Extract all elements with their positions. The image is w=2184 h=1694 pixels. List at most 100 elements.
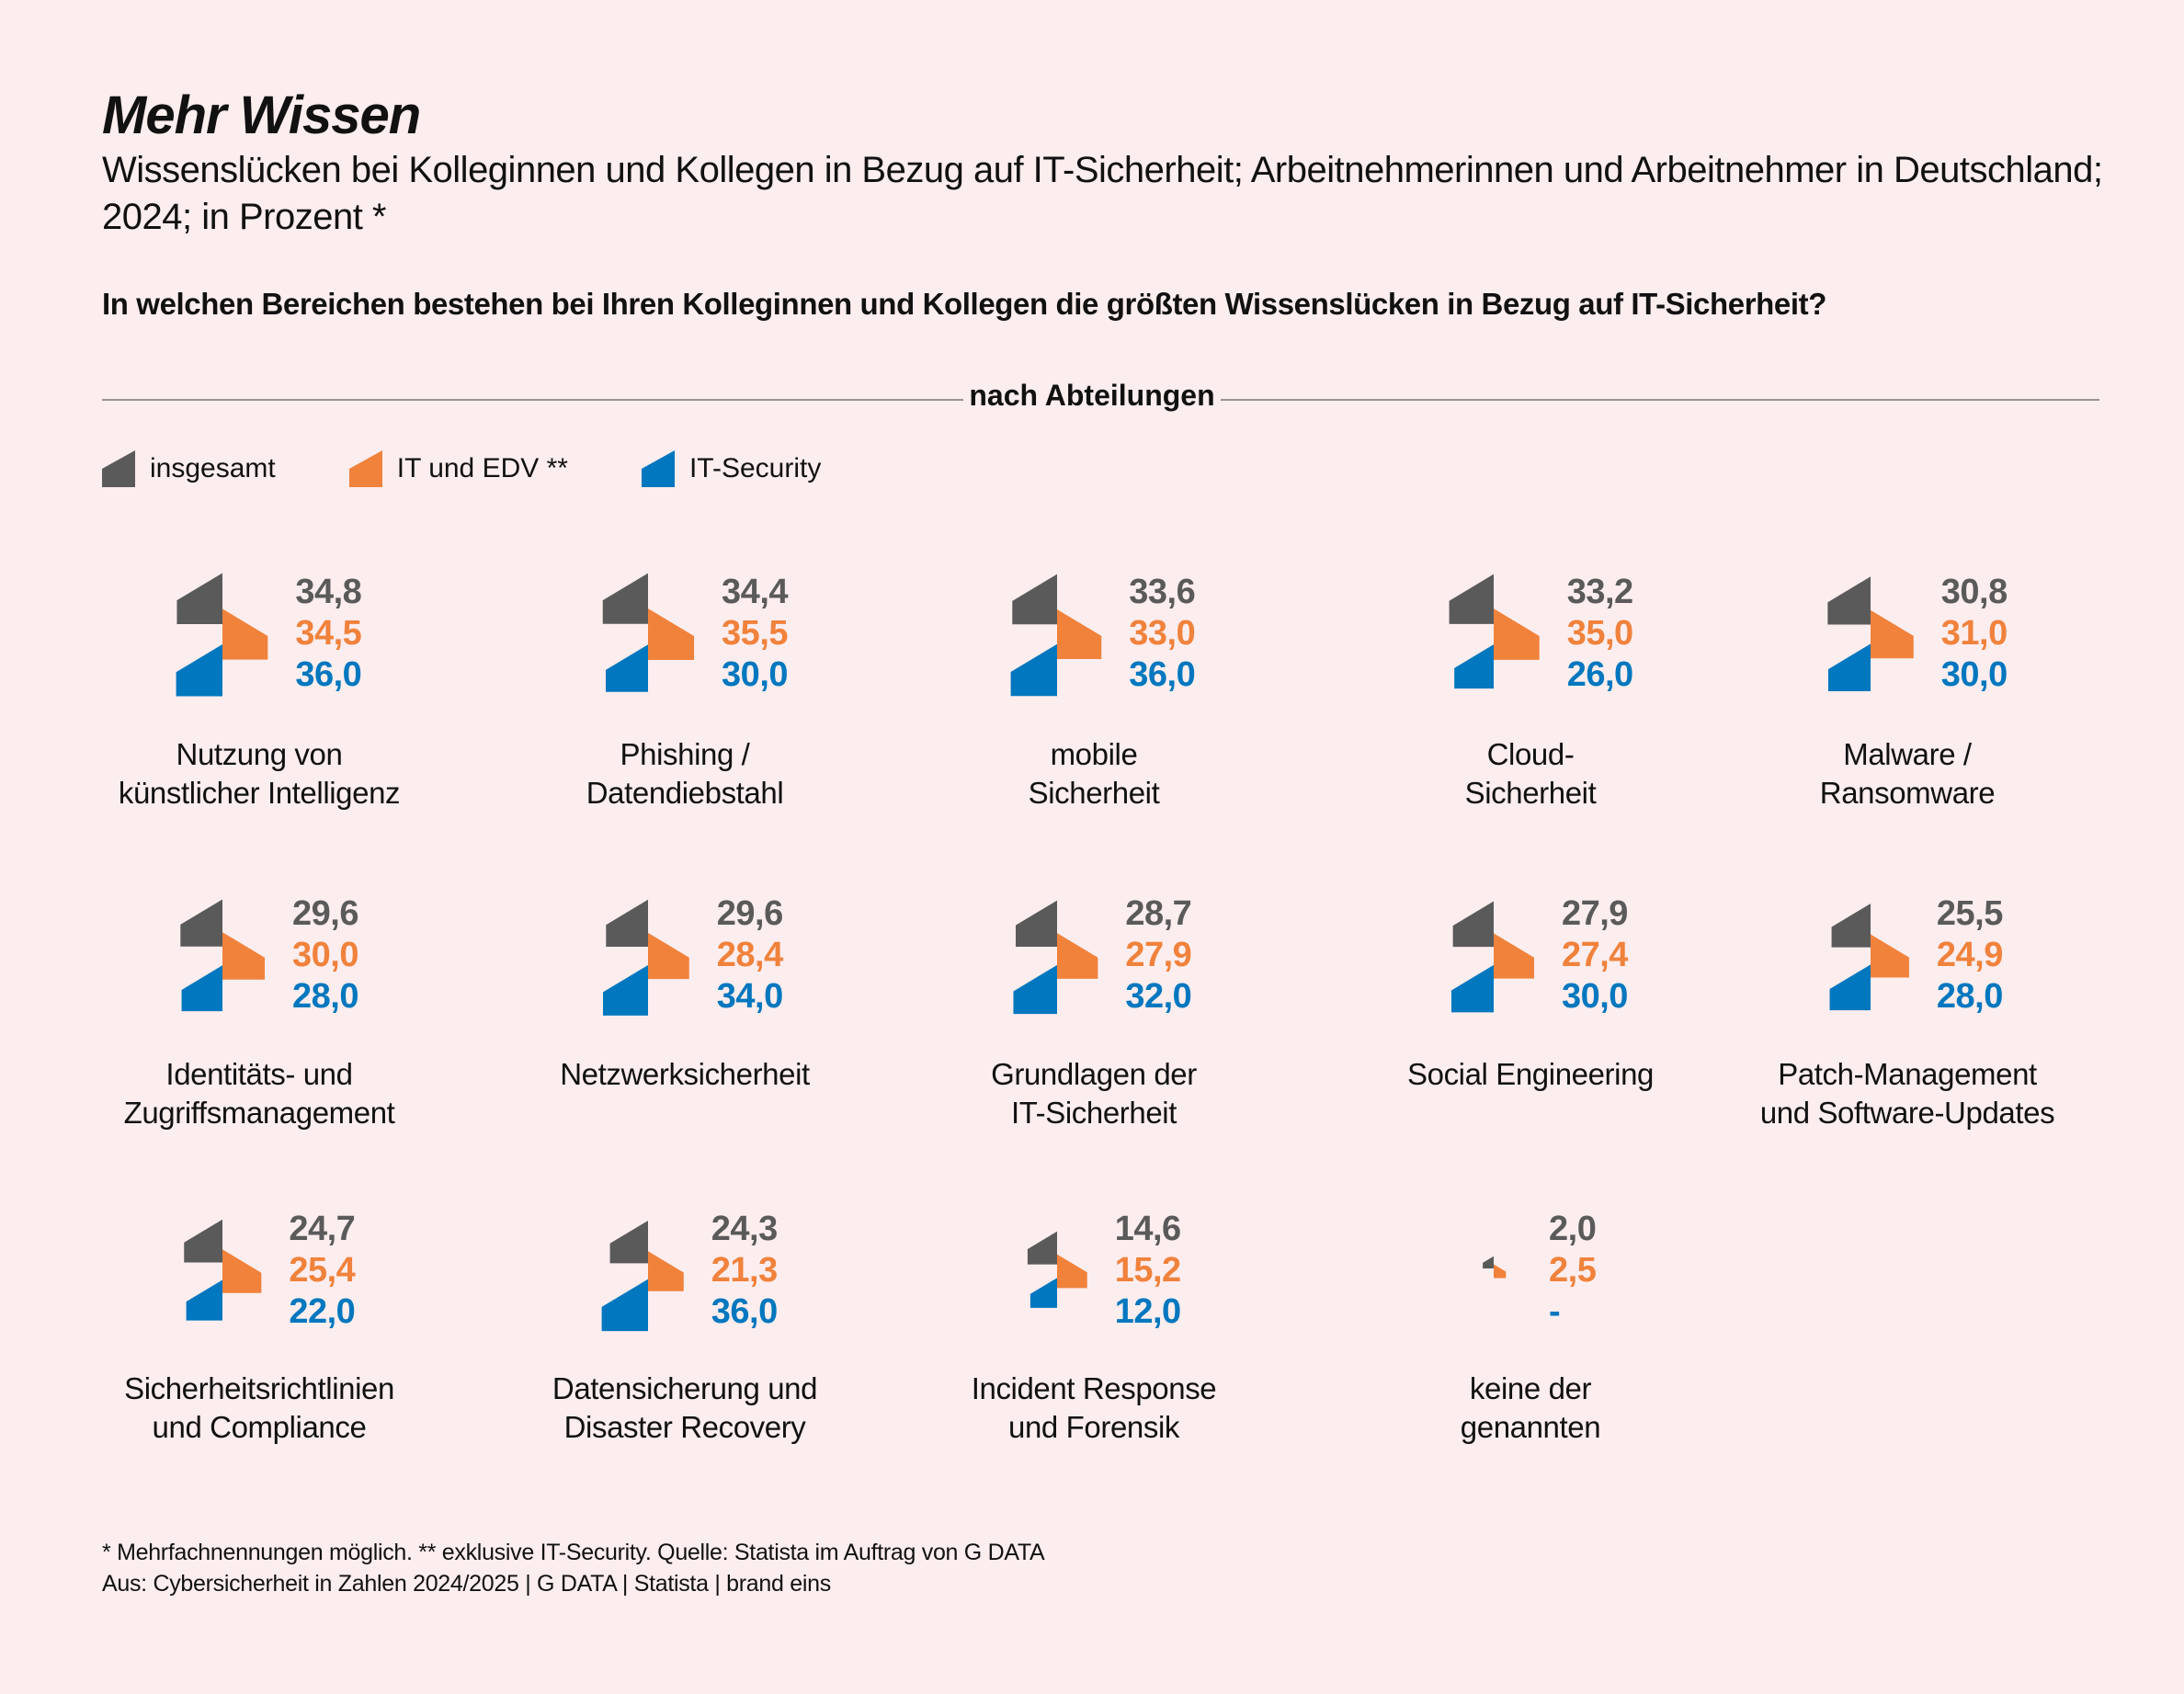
category-values: 29,6 30,0 28,0 — [292, 893, 358, 1018]
value-it-security: 28,0 — [292, 977, 358, 1016]
category-label-line: Nutzung von — [176, 737, 343, 771]
category-label: Phishing / Datendiebstahl — [473, 735, 896, 813]
value-it-edv: 2,5 — [1549, 1251, 1597, 1290]
glyph-it-edv — [1494, 608, 1540, 660]
glyph-it-security — [1013, 964, 1057, 1015]
value-it-security: 30,0 — [722, 655, 789, 694]
glyph-insgesamt — [1015, 900, 1057, 948]
value-it-edv: 27,4 — [1561, 936, 1628, 974]
glyph-insgesamt — [1827, 576, 1871, 625]
category-label-line: und Software-Updates — [1759, 1096, 2055, 1130]
legend-swatch-shape — [641, 450, 675, 487]
category-label-line: Sicherheitsrichtlinien — [124, 1371, 394, 1405]
legend-swatch-it-security-icon — [641, 450, 675, 487]
glyph-insgesamt — [606, 899, 648, 947]
glyph-insgesamt — [602, 573, 648, 624]
glyph-it-edv — [648, 608, 695, 661]
legend-label: IT-Security — [688, 453, 822, 483]
value-it-security: 34,0 — [716, 977, 783, 1016]
value-it-security: 32,0 — [1125, 977, 1192, 1016]
legend-swatch-it-edv-icon — [348, 450, 382, 487]
legend-label: insgesamt — [150, 453, 276, 483]
value-it-security: 28,0 — [1936, 977, 2003, 1016]
category-label: Cloud- Sicherheit — [1319, 735, 1742, 813]
section-label-wrap: nach Abteilungen — [0, 379, 2184, 413]
value-insgesamt: 14,6 — [1114, 1210, 1181, 1248]
category-glyph — [1450, 901, 1534, 1013]
value-insgesamt: 33,6 — [1129, 573, 1196, 611]
glyph-it-security — [1827, 643, 1871, 692]
legend-swatch-insgesamt-icon — [102, 450, 135, 487]
chart-title: Mehr Wissen — [102, 85, 421, 145]
value-it-edv: 33,0 — [1129, 614, 1196, 653]
category-label-line: Patch-Management — [1778, 1057, 2037, 1091]
glyph-it-security — [1829, 964, 1871, 1011]
category-glyph — [1010, 574, 1102, 697]
glyph-it-edv — [1871, 934, 1909, 978]
category-label-line: IT-Sicherheit — [1010, 1096, 1177, 1130]
category-label: mobile Sicherheit — [882, 735, 1305, 813]
value-it-edv: 28,4 — [716, 936, 783, 974]
value-it-edv: 15,2 — [1114, 1251, 1181, 1290]
category-label-line: Incident Response — [971, 1371, 1217, 1405]
category-glyph — [176, 573, 268, 697]
glyph-it-edv — [1871, 609, 1914, 659]
category-glyph — [1827, 576, 1914, 692]
value-insgesamt: 34,4 — [722, 573, 789, 611]
value-it-security: 30,0 — [1561, 977, 1628, 1016]
value-it-edv: 24,9 — [1936, 936, 2003, 974]
category-values: 27,9 27,4 30,0 — [1562, 893, 1628, 1018]
category-label-line: Cloud- — [1486, 737, 1575, 771]
category-values: 29,6 28,4 34,0 — [717, 893, 783, 1018]
value-it-security: 12,0 — [1114, 1292, 1181, 1331]
glyph-it-security — [1454, 644, 1494, 689]
category-label-line: Grundlagen der — [991, 1057, 1197, 1091]
category-glyph — [602, 573, 695, 692]
category-glyph — [184, 1219, 262, 1321]
value-insgesamt: 24,3 — [711, 1210, 778, 1248]
value-insgesamt: 29,6 — [292, 894, 358, 933]
category-label: Netzwerksicherheit — [473, 1055, 896, 1094]
category-label-line: Ransomware — [1819, 776, 1996, 810]
glyph-insgesamt — [1483, 1256, 1494, 1269]
survey-question: In welchen Bereichen bestehen bei Ihren … — [102, 287, 1826, 321]
glyph-insgesamt — [176, 573, 222, 624]
glyph-it-security — [1010, 643, 1057, 697]
value-it-edv: 31,0 — [1940, 614, 2008, 653]
value-it-security: 36,0 — [711, 1292, 778, 1331]
category-label-line: Zugriffsmanagement — [123, 1096, 395, 1130]
value-insgesamt: 24,7 — [289, 1210, 356, 1248]
category-label: Datensicherung und Disaster Recovery — [473, 1370, 896, 1447]
glyph-it-security — [1450, 964, 1494, 1013]
glyph-insgesamt — [1449, 574, 1494, 624]
glyph-it-edv — [1057, 608, 1102, 660]
value-it-security: 36,0 — [1129, 655, 1196, 694]
category-label-line: Social Engineering — [1407, 1057, 1654, 1091]
category-label-line: und Compliance — [152, 1410, 367, 1444]
footnote-source: Aus: Cybersicherheit in Zahlen 2024/2025… — [102, 1571, 831, 1597]
value-it-security: 22,0 — [289, 1292, 356, 1331]
category-label: Malware / Ransomware — [1696, 735, 2119, 813]
value-it-edv: 25,4 — [289, 1251, 356, 1290]
glyph-insgesamt — [184, 1219, 222, 1263]
category-label-line: und Forensik — [1008, 1410, 1179, 1444]
category-label-line: Datendiebstahl — [586, 776, 784, 810]
glyph-insgesamt — [1012, 574, 1057, 625]
value-insgesamt: 30,8 — [1940, 573, 2008, 611]
category-values: 14,6 15,2 12,0 — [1115, 1209, 1181, 1333]
glyph-it-security — [1029, 1278, 1057, 1308]
category-glyph — [180, 899, 266, 1012]
category-label-line: künstlicher Intelligenz — [118, 776, 401, 810]
category-label-line: Malware / — [1843, 737, 1972, 771]
glyph-it-edv — [1494, 933, 1534, 979]
glyph-it-edv — [648, 932, 689, 980]
glyph-it-edv — [222, 608, 268, 660]
chart-subtitle: Wissenslücken bei Kolleginnen und Kolleg… — [102, 150, 2103, 237]
category-values: 24,7 25,4 22,0 — [289, 1209, 355, 1333]
glyph-it-edv — [222, 1249, 262, 1293]
category-glyph — [1449, 574, 1540, 689]
value-insgesamt: 34,8 — [295, 573, 362, 611]
category-label-line: Datensicherung und — [552, 1371, 818, 1405]
category-values: 34,8 34,5 36,0 — [295, 572, 361, 696]
glyph-it-edv — [1057, 1254, 1087, 1289]
